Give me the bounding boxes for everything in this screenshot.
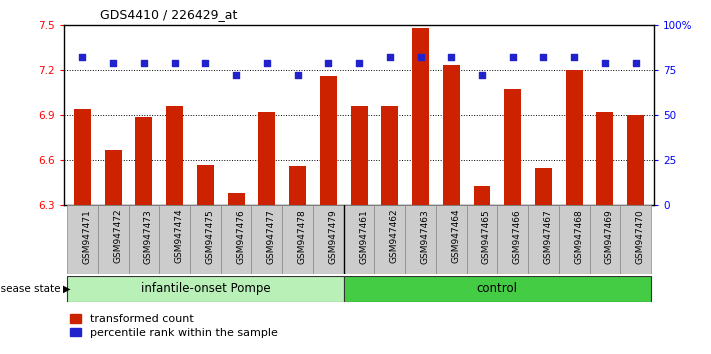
Point <box>138 60 149 65</box>
Bar <box>343 205 375 274</box>
Bar <box>498 205 528 274</box>
Bar <box>351 106 368 205</box>
Point <box>107 60 119 65</box>
Bar <box>620 205 651 274</box>
Text: GSM947464: GSM947464 <box>451 209 460 263</box>
Point <box>77 55 88 60</box>
Text: control: control <box>477 282 518 295</box>
Point <box>200 60 211 65</box>
Point <box>446 55 457 60</box>
Bar <box>67 276 343 302</box>
Text: GSM947465: GSM947465 <box>482 209 491 263</box>
Bar <box>74 109 91 205</box>
Bar <box>98 205 129 274</box>
Bar <box>105 150 122 205</box>
Bar <box>627 115 644 205</box>
Point <box>323 60 334 65</box>
Text: GSM947477: GSM947477 <box>267 209 276 263</box>
Bar <box>381 106 398 205</box>
Text: GDS4410 / 226429_at: GDS4410 / 226429_at <box>100 8 237 21</box>
Text: GSM947461: GSM947461 <box>359 209 368 263</box>
Text: GSM947470: GSM947470 <box>636 209 645 263</box>
Text: infantile-onset Pompe: infantile-onset Pompe <box>141 282 270 295</box>
Point <box>384 55 395 60</box>
Bar <box>228 193 245 205</box>
Text: GSM947472: GSM947472 <box>113 209 122 263</box>
Text: GSM947474: GSM947474 <box>175 209 183 263</box>
Bar <box>258 112 275 205</box>
Bar <box>474 186 491 205</box>
Bar <box>589 205 620 274</box>
Bar <box>289 166 306 205</box>
Bar <box>466 205 498 274</box>
Bar <box>252 205 282 274</box>
Bar <box>443 65 460 205</box>
Text: GSM947466: GSM947466 <box>513 209 522 263</box>
Bar <box>412 28 429 205</box>
Bar <box>343 276 651 302</box>
Legend: transformed count, percentile rank within the sample: transformed count, percentile rank withi… <box>70 314 277 338</box>
Bar <box>504 90 521 205</box>
Bar <box>159 205 190 274</box>
Point <box>538 55 549 60</box>
Bar <box>136 116 152 205</box>
Bar <box>67 205 98 274</box>
Bar <box>313 205 343 274</box>
Text: disease state: disease state <box>0 284 60 294</box>
Point <box>507 55 518 60</box>
Bar <box>282 205 313 274</box>
Point <box>476 73 488 78</box>
Bar <box>375 205 405 274</box>
Text: GSM947475: GSM947475 <box>205 209 215 263</box>
Bar <box>597 112 614 205</box>
Text: GSM947462: GSM947462 <box>390 209 399 263</box>
Point <box>261 60 272 65</box>
Point <box>630 60 641 65</box>
Bar <box>528 205 559 274</box>
Bar <box>535 168 552 205</box>
Bar <box>197 165 214 205</box>
Text: GSM947473: GSM947473 <box>144 209 153 263</box>
Bar <box>405 205 436 274</box>
Bar <box>436 205 466 274</box>
Point <box>415 55 426 60</box>
Bar <box>166 106 183 205</box>
Text: GSM947478: GSM947478 <box>298 209 306 263</box>
Text: GSM947468: GSM947468 <box>574 209 583 263</box>
Bar <box>220 205 252 274</box>
Point <box>599 60 611 65</box>
Text: GSM947463: GSM947463 <box>420 209 429 263</box>
Text: GSM947476: GSM947476 <box>236 209 245 263</box>
Point <box>230 73 242 78</box>
Bar <box>129 205 159 274</box>
Point <box>292 73 304 78</box>
Text: GSM947467: GSM947467 <box>543 209 552 263</box>
Bar <box>320 76 337 205</box>
Point <box>569 55 580 60</box>
Bar <box>566 70 582 205</box>
Text: GSM947469: GSM947469 <box>605 209 614 263</box>
Bar <box>190 205 220 274</box>
Text: GSM947479: GSM947479 <box>328 209 337 263</box>
Text: ▶: ▶ <box>63 284 70 294</box>
Point <box>169 60 181 65</box>
Text: GSM947471: GSM947471 <box>82 209 92 263</box>
Point <box>353 60 365 65</box>
Bar <box>559 205 589 274</box>
